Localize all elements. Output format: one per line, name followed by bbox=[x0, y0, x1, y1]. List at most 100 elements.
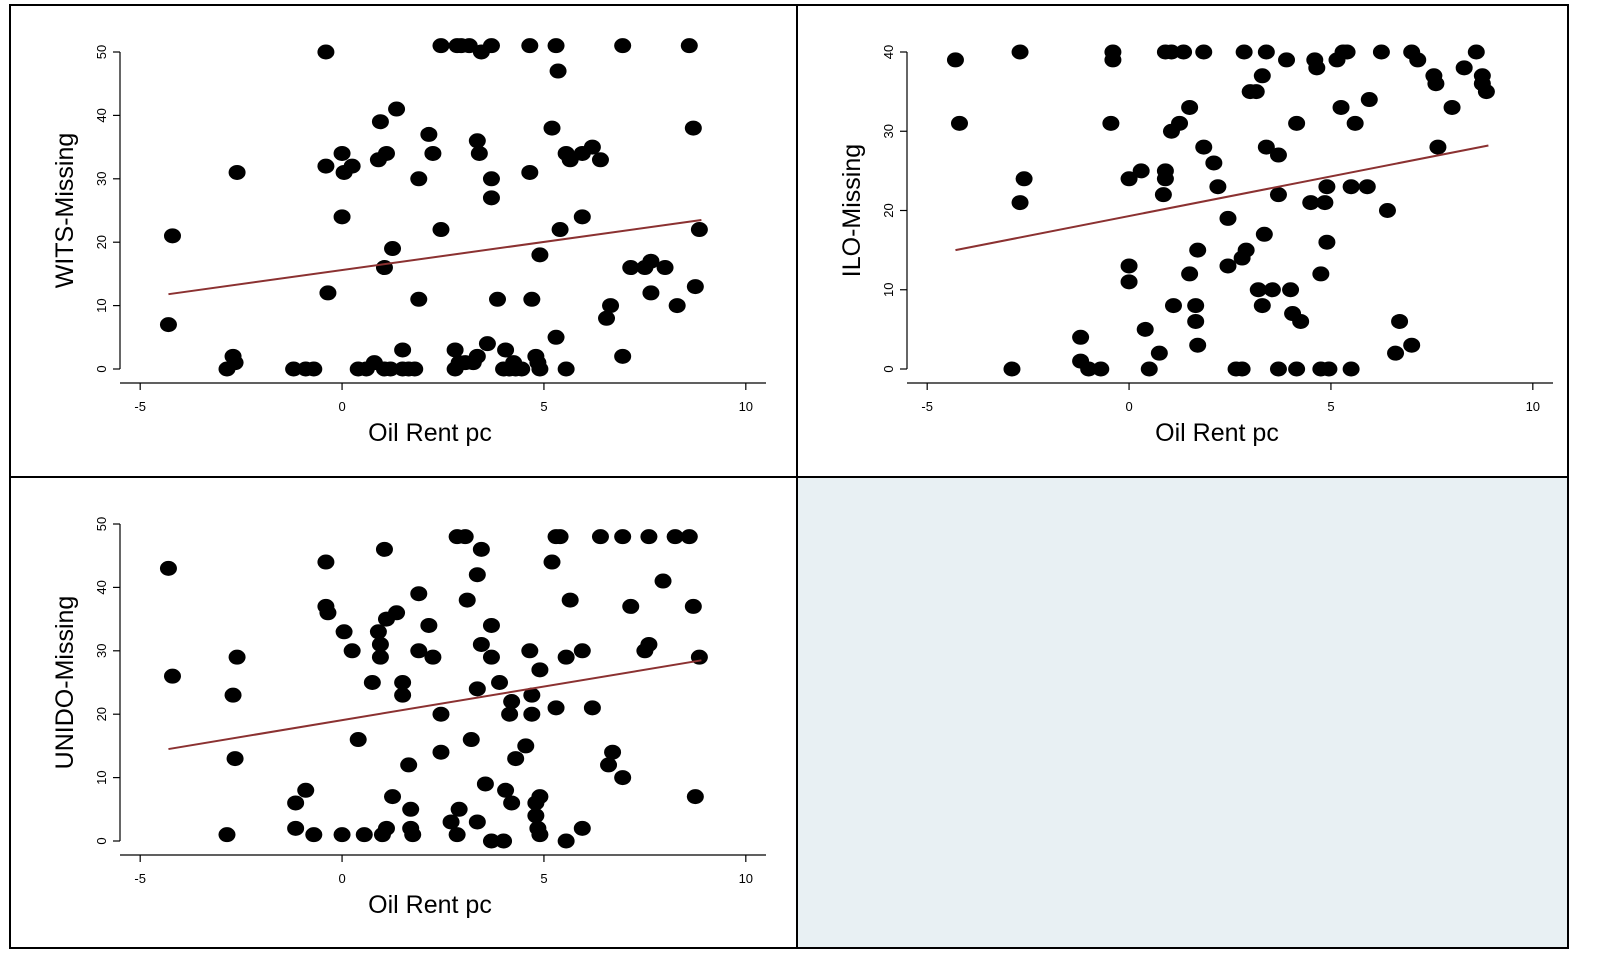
y-tick-label: 20 bbox=[94, 235, 109, 249]
point bbox=[468, 681, 486, 697]
point bbox=[1102, 115, 1120, 131]
point bbox=[1092, 361, 1110, 377]
point bbox=[690, 222, 708, 238]
point bbox=[1156, 171, 1174, 187]
point bbox=[1011, 195, 1029, 211]
point bbox=[1257, 139, 1275, 155]
point bbox=[1219, 258, 1237, 274]
point bbox=[1292, 313, 1310, 329]
point bbox=[1257, 44, 1275, 60]
point bbox=[1080, 361, 1098, 377]
point bbox=[557, 649, 575, 665]
point bbox=[1338, 44, 1356, 60]
point bbox=[287, 820, 305, 836]
point bbox=[591, 529, 609, 545]
point bbox=[1346, 115, 1364, 131]
panel: -5 0 5 10 0 10 20 30 40 50 Oil Rent pc UNIDO-Missin… bbox=[51, 517, 766, 919]
y-tick-label: 40 bbox=[94, 108, 109, 122]
point bbox=[523, 687, 541, 703]
x-axis-title: Oil Rent pc bbox=[368, 891, 492, 919]
point bbox=[1195, 139, 1213, 155]
point bbox=[432, 222, 450, 238]
point bbox=[424, 649, 442, 665]
y-tick-label: 10 bbox=[881, 283, 896, 297]
point bbox=[686, 789, 704, 805]
point bbox=[1205, 155, 1223, 171]
point bbox=[369, 624, 387, 640]
point bbox=[482, 833, 500, 849]
point bbox=[228, 164, 246, 180]
point bbox=[394, 675, 412, 690]
point bbox=[218, 827, 236, 843]
point bbox=[503, 795, 521, 811]
point bbox=[622, 260, 640, 276]
point bbox=[547, 329, 565, 345]
point bbox=[1427, 76, 1445, 92]
point bbox=[468, 567, 486, 583]
point bbox=[468, 133, 486, 149]
y-tick-label: 20 bbox=[94, 707, 109, 721]
point bbox=[1391, 313, 1409, 329]
point bbox=[1378, 203, 1396, 218]
point bbox=[305, 361, 323, 377]
point bbox=[394, 687, 412, 703]
x-tick-label: 0 bbox=[1125, 399, 1132, 414]
point bbox=[305, 827, 323, 843]
point bbox=[1233, 361, 1251, 377]
point bbox=[402, 801, 420, 817]
point bbox=[319, 605, 337, 621]
point bbox=[1154, 187, 1172, 203]
point bbox=[497, 342, 515, 358]
point bbox=[1255, 226, 1273, 242]
point bbox=[377, 820, 395, 836]
point bbox=[319, 285, 337, 301]
y-axis-title: UNIDO-Missing bbox=[51, 596, 79, 770]
point bbox=[531, 827, 549, 843]
point bbox=[523, 291, 541, 307]
point bbox=[1387, 345, 1405, 361]
point bbox=[1342, 179, 1360, 195]
point bbox=[1253, 298, 1271, 314]
point bbox=[1003, 361, 1021, 377]
point bbox=[355, 827, 373, 843]
point bbox=[1164, 298, 1182, 314]
y-tick-label: 50 bbox=[94, 45, 109, 59]
point bbox=[472, 541, 490, 557]
point bbox=[333, 145, 351, 161]
point bbox=[297, 782, 315, 798]
point bbox=[602, 298, 620, 314]
point bbox=[1269, 361, 1287, 377]
point bbox=[495, 833, 513, 849]
point bbox=[531, 247, 549, 263]
point bbox=[1332, 99, 1350, 115]
point bbox=[482, 649, 500, 665]
point bbox=[1269, 147, 1287, 163]
point bbox=[1278, 52, 1296, 68]
point bbox=[448, 827, 466, 843]
point bbox=[406, 361, 424, 377]
point bbox=[1195, 44, 1213, 60]
point bbox=[521, 164, 539, 180]
point bbox=[551, 222, 569, 238]
point bbox=[598, 310, 616, 326]
point bbox=[557, 361, 575, 377]
point bbox=[1467, 44, 1485, 60]
point bbox=[573, 209, 591, 225]
point bbox=[543, 120, 561, 136]
point bbox=[1120, 274, 1138, 290]
point bbox=[684, 598, 702, 614]
point bbox=[1011, 44, 1029, 60]
point bbox=[1342, 361, 1360, 377]
x-tick-label: -5 bbox=[921, 399, 933, 414]
point bbox=[1247, 84, 1265, 100]
point bbox=[159, 560, 177, 576]
point bbox=[654, 573, 672, 589]
point bbox=[1288, 115, 1306, 131]
y-tick-label: 0 bbox=[94, 837, 109, 844]
point bbox=[163, 668, 181, 684]
point bbox=[363, 675, 381, 690]
point bbox=[317, 44, 335, 60]
point bbox=[462, 732, 480, 748]
point bbox=[482, 38, 500, 54]
